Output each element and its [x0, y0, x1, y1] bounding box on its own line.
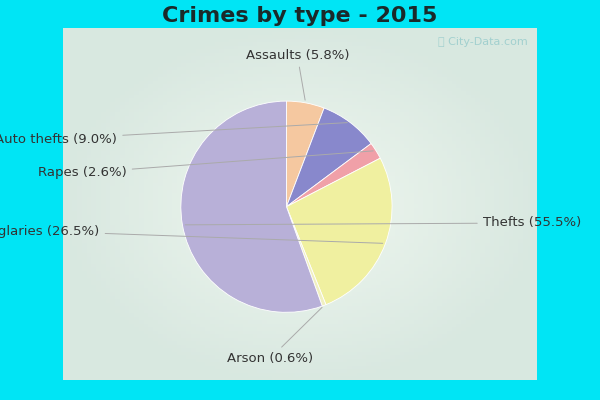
Text: Burglaries (26.5%): Burglaries (26.5%) — [0, 224, 383, 243]
Text: Assaults (5.8%): Assaults (5.8%) — [245, 48, 349, 100]
Wedge shape — [286, 144, 380, 207]
Wedge shape — [181, 101, 322, 312]
Text: Rapes (2.6%): Rapes (2.6%) — [38, 151, 373, 179]
Text: Thefts (55.5%): Thefts (55.5%) — [185, 216, 581, 230]
Wedge shape — [286, 101, 324, 207]
Wedge shape — [286, 158, 392, 305]
Text: Arson (0.6%): Arson (0.6%) — [227, 307, 322, 365]
Text: ⓘ City-Data.com: ⓘ City-Data.com — [437, 38, 527, 48]
Text: Auto thefts (9.0%): Auto thefts (9.0%) — [0, 123, 347, 146]
Wedge shape — [286, 207, 326, 306]
Wedge shape — [286, 108, 371, 207]
Title: Crimes by type - 2015: Crimes by type - 2015 — [163, 6, 437, 26]
